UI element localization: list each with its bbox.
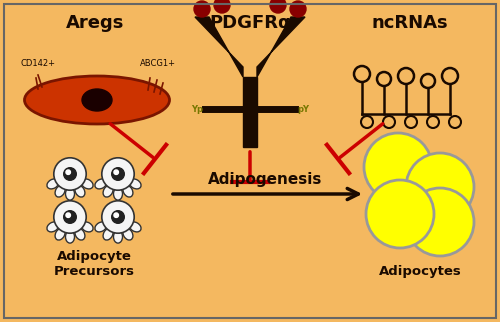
Text: Adipocytes: Adipocytes [378, 265, 462, 278]
Text: CD142+: CD142+ [20, 59, 56, 68]
Circle shape [114, 213, 118, 217]
Ellipse shape [129, 222, 141, 232]
Ellipse shape [114, 231, 122, 243]
Ellipse shape [47, 179, 59, 189]
Ellipse shape [123, 185, 133, 197]
Text: Adipocyte
Precursors: Adipocyte Precursors [54, 250, 134, 278]
Text: pY: pY [297, 105, 309, 113]
Text: Aregs: Aregs [66, 14, 124, 32]
Circle shape [114, 170, 118, 175]
Ellipse shape [95, 222, 107, 232]
Ellipse shape [55, 185, 65, 197]
Ellipse shape [24, 76, 170, 124]
Polygon shape [257, 17, 305, 77]
Text: PDGFRα: PDGFRα [210, 14, 290, 32]
Ellipse shape [55, 228, 65, 240]
Circle shape [54, 158, 86, 190]
Text: Adipogenesis: Adipogenesis [208, 172, 322, 187]
Ellipse shape [66, 187, 74, 200]
Circle shape [194, 1, 210, 17]
Ellipse shape [47, 222, 59, 232]
Ellipse shape [66, 231, 74, 243]
Circle shape [66, 213, 70, 217]
Ellipse shape [82, 89, 112, 111]
Circle shape [102, 201, 134, 233]
Circle shape [112, 211, 124, 223]
Ellipse shape [114, 187, 122, 200]
Ellipse shape [95, 179, 107, 189]
Circle shape [102, 158, 134, 190]
Circle shape [54, 201, 86, 233]
Ellipse shape [81, 222, 93, 232]
Circle shape [64, 168, 76, 180]
Circle shape [214, 0, 230, 13]
Bar [243, 77, 257, 147]
Circle shape [270, 0, 286, 13]
Ellipse shape [103, 185, 113, 197]
Text: ncRNAs: ncRNAs [372, 14, 448, 32]
Ellipse shape [75, 228, 85, 240]
Polygon shape [195, 17, 243, 77]
Ellipse shape [129, 179, 141, 189]
Circle shape [290, 1, 306, 17]
Ellipse shape [103, 228, 113, 240]
Ellipse shape [75, 185, 85, 197]
Circle shape [66, 170, 70, 175]
Circle shape [366, 180, 434, 248]
Circle shape [364, 133, 432, 201]
Text: Yp: Yp [191, 105, 203, 113]
Ellipse shape [81, 179, 93, 189]
Circle shape [112, 168, 124, 180]
Circle shape [406, 188, 474, 256]
Text: ABCG1+: ABCG1+ [140, 59, 176, 68]
Circle shape [64, 211, 76, 223]
Circle shape [406, 153, 474, 221]
Ellipse shape [123, 228, 133, 240]
